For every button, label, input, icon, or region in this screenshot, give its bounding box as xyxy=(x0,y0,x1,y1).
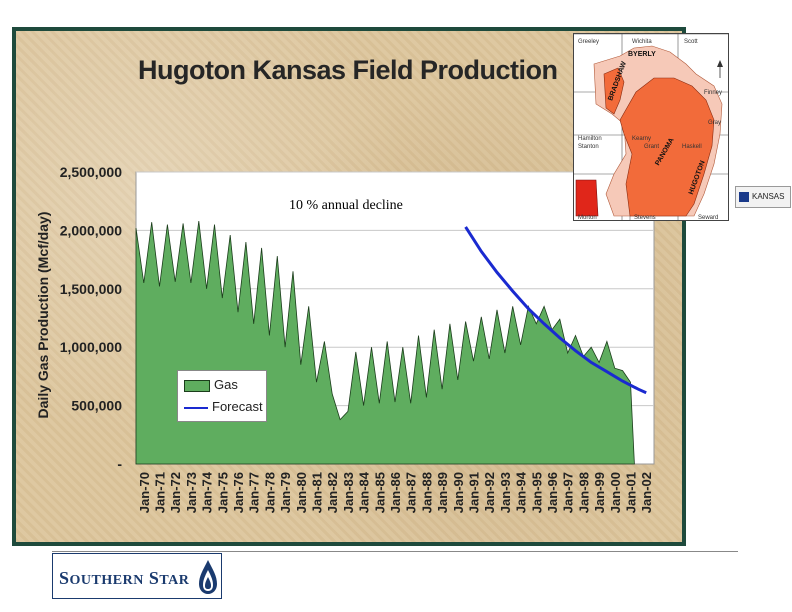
x-tick-label-14: Jan-84 xyxy=(357,471,372,513)
map-county-5: Finney xyxy=(704,90,722,96)
kansas-badge-label: KANSAS xyxy=(752,192,785,201)
logo-wordmark: SOUTHERN STAR xyxy=(59,568,189,589)
x-tick-label-1: Jan-71 xyxy=(153,472,168,513)
x-tick-label-28: Jan-98 xyxy=(576,472,591,513)
map-county-2: Scott xyxy=(684,39,698,45)
x-tick-label-29: Jan-99 xyxy=(592,472,607,513)
logo-word2-initial: S xyxy=(148,568,160,588)
x-tick-label-22: Jan-92 xyxy=(482,472,497,513)
x-tick-label-19: Jan-89 xyxy=(435,472,450,513)
legend-swatch-gas xyxy=(184,379,210,392)
legend: Gas Forecast xyxy=(177,370,267,422)
hugoton-field-map: Greeley Wichita Scott Hamilton Kearny Fi… xyxy=(573,33,729,221)
y-tick-label-4: 2,000,000 xyxy=(60,222,122,238)
morton-field-shape xyxy=(575,179,599,217)
map-county-3: Hamilton xyxy=(578,136,602,142)
map-county-9: Gray xyxy=(708,120,721,126)
map-county-1: Wichita xyxy=(632,39,652,45)
x-tick-label-3: Jan-73 xyxy=(184,472,199,513)
kansas-state-icon xyxy=(739,192,749,202)
y-tick-label-2: 1,000,000 xyxy=(60,339,122,355)
x-tick-label-25: Jan-95 xyxy=(529,472,544,513)
legend-item-gas: Gas xyxy=(184,377,238,393)
x-tick-label-24: Jan-94 xyxy=(514,471,529,513)
x-tick-label-9: Jan-79 xyxy=(278,472,293,513)
x-tick-label-26: Jan-96 xyxy=(545,472,560,513)
x-tick-label-10: Jan-80 xyxy=(294,472,309,513)
x-tick-label-6: Jan-76 xyxy=(231,472,246,513)
map-county-0: Greeley xyxy=(578,39,599,45)
map-county-12: Seward xyxy=(698,215,718,221)
y-tick-label-0: - xyxy=(117,456,122,472)
county-map-graphic: Greeley Wichita Scott Hamilton Kearny Fi… xyxy=(574,34,728,221)
y-tick-label-5: 2,500,000 xyxy=(60,164,122,180)
x-tick-label-11: Jan-81 xyxy=(310,472,325,513)
southern-star-logo: SOUTHERN STAR xyxy=(52,553,222,599)
map-county-7: Grant xyxy=(644,144,659,150)
x-tick-label-4: Jan-74 xyxy=(200,471,215,513)
x-tick-label-18: Jan-88 xyxy=(419,472,434,513)
legend-label-forecast: Forecast xyxy=(212,399,263,414)
x-tick-label-13: Jan-83 xyxy=(341,472,356,513)
logo-word1-initial: S xyxy=(59,568,70,588)
footer-divider xyxy=(52,551,738,552)
x-tick-label-0: Jan-70 xyxy=(137,472,152,513)
x-tick-label-16: Jan-86 xyxy=(388,472,403,513)
x-tick-label-20: Jan-90 xyxy=(451,472,466,513)
map-county-6: Stanton xyxy=(578,144,599,150)
x-tick-label-15: Jan-85 xyxy=(372,472,387,513)
map-county-4: Kearny xyxy=(632,136,651,142)
x-tick-label-2: Jan-72 xyxy=(168,472,183,513)
north-arrow-icon xyxy=(717,60,723,78)
x-tick-label-8: Jan-78 xyxy=(262,472,277,513)
x-tick-label-27: Jan-97 xyxy=(561,472,576,513)
map-county-10: Morton xyxy=(578,215,597,221)
chart-title: Hugoton Kansas Field Production xyxy=(138,55,558,85)
x-tick-labels: Jan-70 Jan-71 Jan-72 Jan-73 Jan-74 Jan-75 Jan-… xyxy=(137,471,654,513)
legend-label-gas: Gas xyxy=(214,377,238,392)
map-county-11: Stevens xyxy=(634,215,656,221)
x-tick-label-7: Jan-77 xyxy=(247,472,262,513)
logo-word1-rest: OUTHERN xyxy=(69,573,144,588)
x-tick-label-23: Jan-93 xyxy=(498,472,513,513)
decline-annotation: 10 % annual decline xyxy=(281,196,461,216)
panoma-field-shape xyxy=(619,77,715,217)
forecast-line-series xyxy=(464,226,647,395)
x-tick-label-21: Jan-91 xyxy=(466,472,481,513)
map-field-byerly: BYERLY xyxy=(628,51,656,58)
x-tick-label-32: Jan-02 xyxy=(639,472,654,513)
bradshaw-field-shape xyxy=(603,67,625,115)
x-tick-label-5: Jan-75 xyxy=(215,472,230,513)
y-tick-label-1: 500,000 xyxy=(71,398,122,414)
kansas-locator-badge: KANSAS xyxy=(735,186,791,208)
legend-item-forecast: Forecast xyxy=(184,399,263,415)
legend-swatch-forecast xyxy=(184,406,208,409)
map-county-8: Haskell xyxy=(682,144,702,150)
y-tick-labels: - 500,000 1,000,000 1,500,000 2,000,000 2,500… xyxy=(60,164,123,472)
logo-word2-rest: TAR xyxy=(159,573,190,588)
flame-icon xyxy=(199,560,217,594)
x-tick-label-12: Jan-82 xyxy=(325,472,340,513)
x-tick-label-30: Jan-00 xyxy=(608,472,623,513)
x-tick-label-17: Jan-87 xyxy=(404,472,419,513)
x-tick-label-31: Jan-01 xyxy=(623,472,638,513)
y-tick-label-3: 1,500,000 xyxy=(60,281,122,297)
